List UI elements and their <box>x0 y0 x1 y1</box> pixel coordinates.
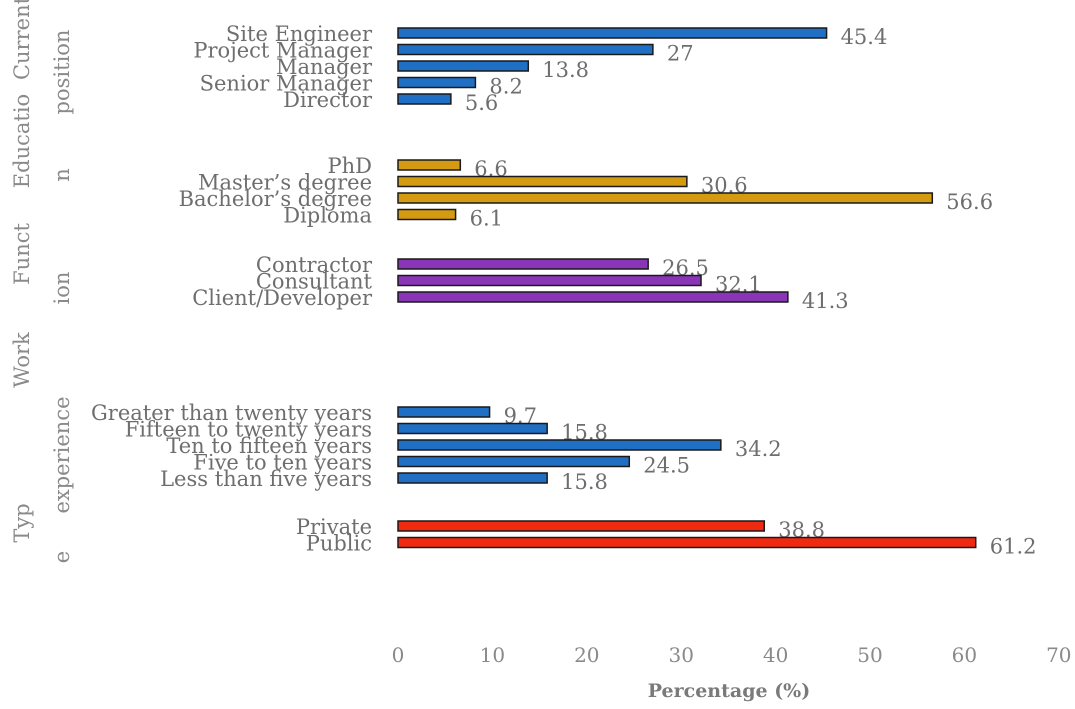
x-tick-label: 20 <box>574 643 599 667</box>
x-tick-label: 70 <box>1046 643 1071 667</box>
group-label: experience <box>50 396 74 513</box>
category-label: Client/Developer <box>192 286 373 310</box>
chart-groups: Current position Site Engineer 45.4 Project … <box>10 0 1036 563</box>
category-label: Master’s degree <box>198 171 372 195</box>
category-label: Less than five years <box>160 467 372 491</box>
data-label: 61.2 <box>990 535 1037 559</box>
x-axis-title: Percentage (%) <box>648 680 810 702</box>
category-label: Ten to fifteen years <box>166 434 372 458</box>
group-label: Educatio <box>10 94 34 188</box>
bar <box>397 43 654 56</box>
data-label: 27 <box>667 42 694 66</box>
group-label: Typ <box>10 503 34 542</box>
bar <box>397 291 789 303</box>
bar <box>397 93 452 105</box>
category-label: Bachelor’s degree <box>179 187 372 211</box>
data-label: 8.2 <box>489 75 522 99</box>
category-label: Public <box>306 532 372 556</box>
group-label: Current <box>10 0 34 80</box>
data-label: 56.6 <box>946 190 993 214</box>
x-tick-label: 0 <box>392 643 405 667</box>
group-label: e <box>50 551 74 563</box>
bar <box>397 159 462 171</box>
bar <box>397 472 548 484</box>
category-label: PhD <box>328 154 373 178</box>
data-label: 6.1 <box>470 207 503 231</box>
data-label: 15.8 <box>561 470 608 494</box>
data-label: 13.8 <box>542 58 589 82</box>
bar <box>397 520 766 532</box>
category-label: Site Engineer <box>226 22 373 46</box>
category-label: Contractor <box>256 253 373 277</box>
data-label: 34.2 <box>735 437 782 461</box>
bar <box>397 208 457 221</box>
group-0: Current position Site Engineer 45.4 Project … <box>10 0 887 115</box>
category-label: Five to ten years <box>193 451 372 475</box>
x-tick-label: 40 <box>763 643 788 667</box>
group-label: n <box>50 168 74 182</box>
bar <box>397 60 530 72</box>
category-label: Diploma <box>283 204 372 228</box>
x-tick-label: 50 <box>857 643 882 667</box>
group-label: position <box>50 30 74 115</box>
category-label: Manager <box>276 55 373 79</box>
data-label: 45.4 <box>841 25 888 49</box>
x-axis-ticks: 0 10 20 30 40 50 60 70 <box>392 643 1072 667</box>
x-tick-label: 30 <box>668 643 693 667</box>
category-label: Consultant <box>256 270 373 294</box>
bar <box>397 455 631 468</box>
bar <box>397 192 934 204</box>
category-label: Private <box>296 515 372 539</box>
data-label: 5.6 <box>465 91 498 115</box>
bar <box>397 27 828 39</box>
category-label: Senior Manager <box>200 72 373 96</box>
bar <box>397 175 688 188</box>
category-label: Greater than twenty years <box>91 401 372 425</box>
bar <box>397 76 477 89</box>
bar <box>397 274 702 287</box>
data-label: 24.5 <box>643 454 690 478</box>
data-label: 41.3 <box>802 289 849 313</box>
group-label: Work <box>10 332 34 388</box>
group-label: Funct <box>10 223 34 285</box>
category-label: Project Manager <box>193 39 373 63</box>
bar <box>397 439 722 451</box>
bar <box>397 258 649 270</box>
x-tick-label: 60 <box>952 643 977 667</box>
x-tick-label: 10 <box>480 643 505 667</box>
bar <box>397 536 977 549</box>
bar <box>397 422 548 435</box>
group-label: ion <box>50 272 74 305</box>
category-label: Director <box>283 88 373 112</box>
category-label: Fifteen to twenty years <box>125 418 372 442</box>
bar <box>397 406 491 418</box>
